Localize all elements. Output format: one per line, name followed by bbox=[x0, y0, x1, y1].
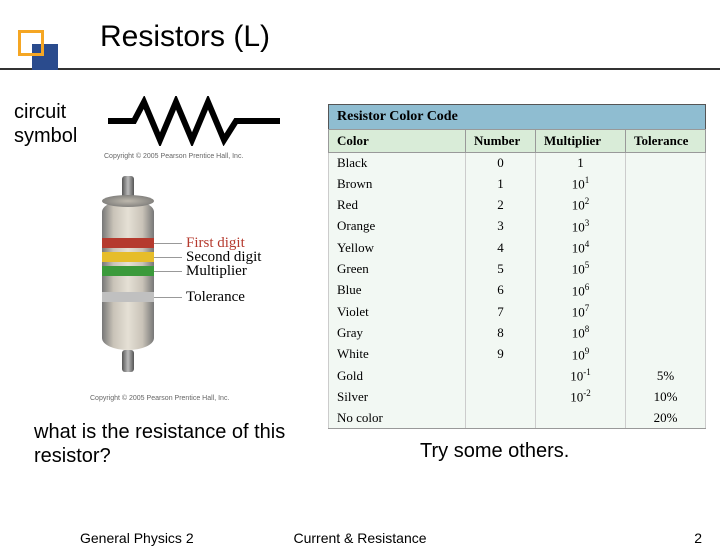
table-cell: 7 bbox=[466, 301, 536, 322]
title-area: Resistors (L) bbox=[0, 0, 720, 70]
color-code-table-body: ColorNumberMultiplierTolerance Black01Br… bbox=[328, 129, 706, 429]
table-row: White9109 bbox=[329, 344, 706, 365]
table-cell: 103 bbox=[536, 216, 626, 237]
table-cell bbox=[626, 173, 706, 194]
table-cell: No color bbox=[329, 408, 466, 429]
table-row: Silver 10-210% bbox=[329, 386, 706, 407]
table-header: Multiplier bbox=[536, 130, 626, 153]
table-cell: 6 bbox=[466, 280, 536, 301]
table-cell: 4 bbox=[466, 237, 536, 258]
table-cell: Black bbox=[329, 153, 466, 174]
table-cell: Blue bbox=[329, 280, 466, 301]
table-cell: Orange bbox=[329, 216, 466, 237]
table-cell: 104 bbox=[536, 237, 626, 258]
table-cell: Violet bbox=[329, 301, 466, 322]
table-cell: 5 bbox=[466, 258, 536, 279]
table-header: Tolerance bbox=[626, 130, 706, 153]
leader-line bbox=[154, 257, 182, 258]
table-header: Color bbox=[329, 130, 466, 153]
circuit-symbol-label: circuit symbol bbox=[14, 100, 77, 148]
table-cell: 106 bbox=[536, 280, 626, 301]
table-row: Green5105 bbox=[329, 258, 706, 279]
table-cell bbox=[626, 216, 706, 237]
corner-decoration bbox=[18, 30, 68, 80]
resistor-band bbox=[102, 266, 154, 276]
copyright-small-2: Copyright © 2005 Pearson Prentice Hall, … bbox=[90, 395, 229, 402]
table-cell: 109 bbox=[536, 344, 626, 365]
table-cell bbox=[626, 301, 706, 322]
footer-right: 2 bbox=[694, 530, 702, 546]
table-cell: Gray bbox=[329, 322, 466, 343]
table-cell: Red bbox=[329, 194, 466, 215]
table-row: Violet7107 bbox=[329, 301, 706, 322]
footer-center: Current & Resistance bbox=[0, 530, 720, 546]
page-title: Resistors (L) bbox=[100, 20, 720, 54]
table-cell: 9 bbox=[466, 344, 536, 365]
zigzag-icon bbox=[104, 96, 284, 146]
table-cell: White bbox=[329, 344, 466, 365]
table-cell: 101 bbox=[536, 173, 626, 194]
color-code-table: Resistor Color Code ColorNumberMultiplie… bbox=[328, 104, 706, 429]
resistor-symbol: Copyright © 2005 Pearson Prentice Hall, … bbox=[104, 96, 284, 160]
table-cell bbox=[626, 237, 706, 258]
table-header: Number bbox=[466, 130, 536, 153]
table-row: Gold 10-15% bbox=[329, 365, 706, 386]
table-row: Red2102 bbox=[329, 194, 706, 215]
table-cell: 0 bbox=[466, 153, 536, 174]
table-cell bbox=[626, 194, 706, 215]
leader-line bbox=[154, 271, 182, 272]
resistor-band bbox=[102, 252, 154, 262]
question-text: what is the resistance of this resistor? bbox=[34, 420, 294, 468]
table-row: Yellow4104 bbox=[329, 237, 706, 258]
leader-line bbox=[154, 243, 182, 244]
table-cell: 10-1 bbox=[536, 365, 626, 386]
resistor-diagram: First digitSecond digitMultiplierToleran… bbox=[90, 190, 290, 400]
band-label: Multiplier bbox=[186, 263, 247, 280]
table-cell bbox=[626, 153, 706, 174]
resistor-band bbox=[102, 292, 154, 302]
table-cell: 8 bbox=[466, 322, 536, 343]
table-cell bbox=[466, 386, 536, 407]
table-cell: Yellow bbox=[329, 237, 466, 258]
leader-line bbox=[154, 297, 182, 298]
table-row: Brown1101 bbox=[329, 173, 706, 194]
table-cell bbox=[626, 344, 706, 365]
table-cell: 10% bbox=[626, 386, 706, 407]
table-cell: 5% bbox=[626, 365, 706, 386]
table-cell bbox=[626, 280, 706, 301]
table-row: No color 20% bbox=[329, 408, 706, 429]
copyright-small-1: Copyright © 2005 Pearson Prentice Hall, … bbox=[104, 153, 284, 160]
table-cell bbox=[466, 408, 536, 429]
table-cell: Gold bbox=[329, 365, 466, 386]
table-cell: Brown bbox=[329, 173, 466, 194]
table-cell: 102 bbox=[536, 194, 626, 215]
table-row: Blue6106 bbox=[329, 280, 706, 301]
table-cell: 1 bbox=[536, 153, 626, 174]
table-title: Resistor Color Code bbox=[328, 104, 706, 129]
table-cell: 10-2 bbox=[536, 386, 626, 407]
try-others-text: Try some others. bbox=[420, 440, 569, 463]
resistor-band bbox=[102, 238, 154, 248]
table-cell: 105 bbox=[536, 258, 626, 279]
table-row: Orange3103 bbox=[329, 216, 706, 237]
table-cell: 20% bbox=[626, 408, 706, 429]
table-cell: Silver bbox=[329, 386, 466, 407]
table-cell bbox=[536, 408, 626, 429]
table-row: Black01 bbox=[329, 153, 706, 174]
table-cell bbox=[466, 365, 536, 386]
table-cell bbox=[626, 258, 706, 279]
table-cell: 3 bbox=[466, 216, 536, 237]
table-cell: 1 bbox=[466, 173, 536, 194]
table-cell bbox=[626, 322, 706, 343]
table-cell: 108 bbox=[536, 322, 626, 343]
table-row: Gray8108 bbox=[329, 322, 706, 343]
band-label: Tolerance bbox=[186, 289, 245, 306]
table-cell: 2 bbox=[466, 194, 536, 215]
table-cell: Green bbox=[329, 258, 466, 279]
table-cell: 107 bbox=[536, 301, 626, 322]
